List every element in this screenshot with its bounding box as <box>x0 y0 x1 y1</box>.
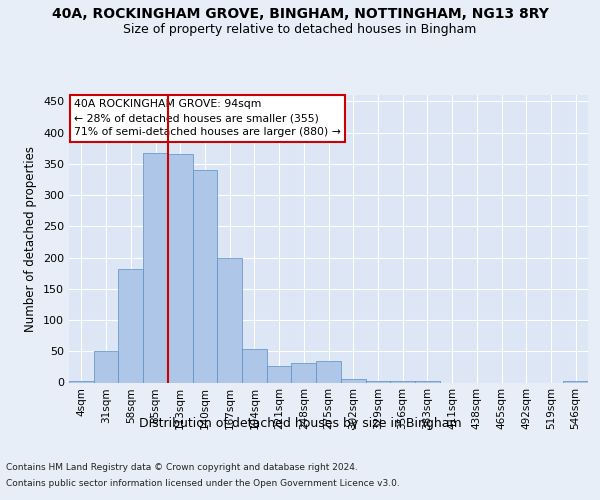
Text: Contains public sector information licensed under the Open Government Licence v3: Contains public sector information licen… <box>6 479 400 488</box>
Bar <box>193 170 217 382</box>
Bar <box>292 362 316 382</box>
Bar <box>390 380 415 382</box>
Bar <box>365 380 390 382</box>
Text: 40A, ROCKINGHAM GROVE, BINGHAM, NOTTINGHAM, NG13 8RY: 40A, ROCKINGHAM GROVE, BINGHAM, NOTTINGH… <box>52 8 548 22</box>
Bar <box>168 154 193 382</box>
Bar <box>242 349 267 382</box>
Bar <box>118 269 143 382</box>
Bar <box>341 379 365 382</box>
Bar <box>69 380 94 382</box>
Text: Contains HM Land Registry data © Crown copyright and database right 2024.: Contains HM Land Registry data © Crown c… <box>6 462 358 471</box>
Y-axis label: Number of detached properties: Number of detached properties <box>25 146 37 332</box>
Bar <box>217 258 242 382</box>
Text: Distribution of detached houses by size in Bingham: Distribution of detached houses by size … <box>139 418 461 430</box>
Bar <box>143 152 168 382</box>
Bar <box>563 381 588 382</box>
Bar <box>267 366 292 382</box>
Bar <box>316 361 341 382</box>
Bar <box>94 351 118 382</box>
Text: 40A ROCKINGHAM GROVE: 94sqm
← 28% of detached houses are smaller (355)
71% of se: 40A ROCKINGHAM GROVE: 94sqm ← 28% of det… <box>74 100 341 138</box>
Text: Size of property relative to detached houses in Bingham: Size of property relative to detached ho… <box>124 22 476 36</box>
Bar <box>415 380 440 382</box>
